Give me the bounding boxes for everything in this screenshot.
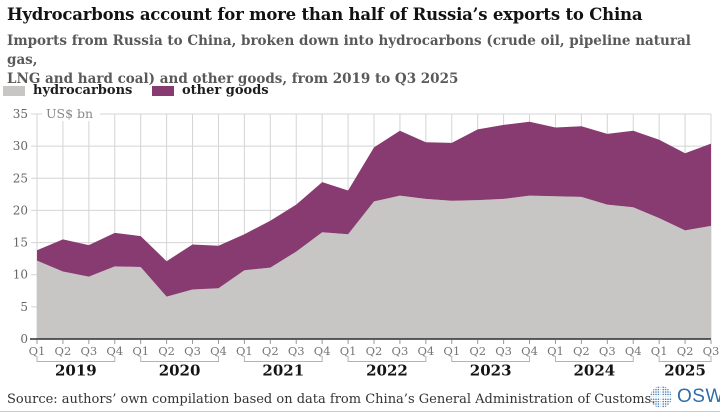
svg-text:Q2: Q2: [677, 344, 694, 358]
legend-item-other-goods: other goods: [152, 83, 269, 98]
svg-text:0: 0: [20, 332, 28, 346]
svg-text:Q2: Q2: [158, 344, 175, 358]
chart-subtitle: Imports from Russia to China, broken dow…: [7, 32, 713, 89]
y-axis-unit-label: US$ bn: [46, 106, 93, 121]
svg-text:Q1: Q1: [547, 344, 564, 358]
svg-text:Q4: Q4: [417, 344, 434, 358]
svg-text:Q1: Q1: [651, 344, 668, 358]
svg-text:2024: 2024: [573, 362, 615, 380]
svg-text:Q2: Q2: [55, 344, 72, 358]
chart-legend: hydrocarbons other goods: [3, 83, 403, 99]
svg-text:2021: 2021: [262, 362, 304, 380]
svg-text:Q4: Q4: [314, 344, 331, 358]
svg-text:15: 15: [13, 236, 28, 250]
svg-text:Q4: Q4: [106, 344, 123, 358]
logo-text: OSW: [677, 386, 720, 407]
svg-text:Q4: Q4: [521, 344, 538, 358]
osw-logo: OSW: [650, 386, 720, 408]
svg-text:Q1: Q1: [443, 344, 460, 358]
svg-text:Q3: Q3: [599, 344, 616, 358]
unit-label-bg: [42, 107, 100, 121]
svg-text:2019: 2019: [55, 362, 97, 380]
svg-text:Q3: Q3: [703, 344, 720, 358]
svg-text:2020: 2020: [159, 362, 201, 380]
svg-text:Q1: Q1: [132, 344, 149, 358]
globe-icon: [650, 386, 672, 408]
svg-text:Q2: Q2: [262, 344, 279, 358]
svg-text:Q2: Q2: [573, 344, 590, 358]
svg-text:Q2: Q2: [366, 344, 383, 358]
svg-text:10: 10: [13, 268, 28, 282]
area-other-goods: [37, 121, 711, 297]
svg-text:Q3: Q3: [392, 344, 409, 358]
svg-text:Q3: Q3: [288, 344, 305, 358]
svg-text:Q4: Q4: [625, 344, 642, 358]
x-axis-labels: Q1 Q2 Q3 Q4 Q1 Q2 Q3 Q4 Q1 Q2 Q3 Q4 Q1 Q2 Q3 Q4 Q1 Q2 Q3 Q4…: [29, 339, 720, 358]
page-title: Hydrocarbons account for more than half …: [7, 5, 643, 24]
svg-text:Q2: Q2: [469, 344, 486, 358]
svg-text:Q3: Q3: [495, 344, 512, 358]
bottom-rule: [0, 411, 720, 412]
svg-text:Q3: Q3: [80, 344, 97, 358]
other-goods-swatch-icon: [152, 85, 174, 96]
legend-label-other-goods: other goods: [182, 83, 269, 98]
legend-label-hydrocarbons: hydrocarbons: [33, 83, 133, 98]
svg-text:Q4: Q4: [210, 344, 227, 358]
svg-text:Q1: Q1: [236, 344, 253, 358]
y-axis-labels: 0 5 10 15 20 25 30 35: [13, 107, 28, 346]
svg-text:2023: 2023: [470, 362, 512, 380]
subtitle-line-2: LNG and hard coal) and other goods, from…: [7, 71, 459, 87]
svg-text:2022: 2022: [366, 362, 408, 380]
source-note: Source: authors’ own compilation based o…: [7, 392, 656, 407]
subtitle-line-1: Imports from Russia to China, broken dow…: [7, 33, 691, 68]
legend-item-hydrocarbons: hydrocarbons: [3, 83, 132, 98]
hydrocarbons-swatch-icon: [3, 85, 25, 96]
svg-text:5: 5: [20, 300, 28, 314]
series-areas: [37, 121, 711, 339]
svg-text:20: 20: [13, 203, 28, 217]
svg-text:35: 35: [13, 107, 28, 121]
svg-text:25: 25: [13, 171, 28, 185]
area-hydrocarbons: [37, 195, 711, 339]
year-groups: 2019 2020 2021 2022 2023 2024 2025: [36, 356, 712, 380]
svg-text:Q3: Q3: [184, 344, 201, 358]
svg-text:30: 30: [13, 139, 28, 153]
svg-text:2025: 2025: [664, 362, 706, 380]
svg-text:Q1: Q1: [29, 344, 46, 358]
svg-text:Q1: Q1: [340, 344, 357, 358]
